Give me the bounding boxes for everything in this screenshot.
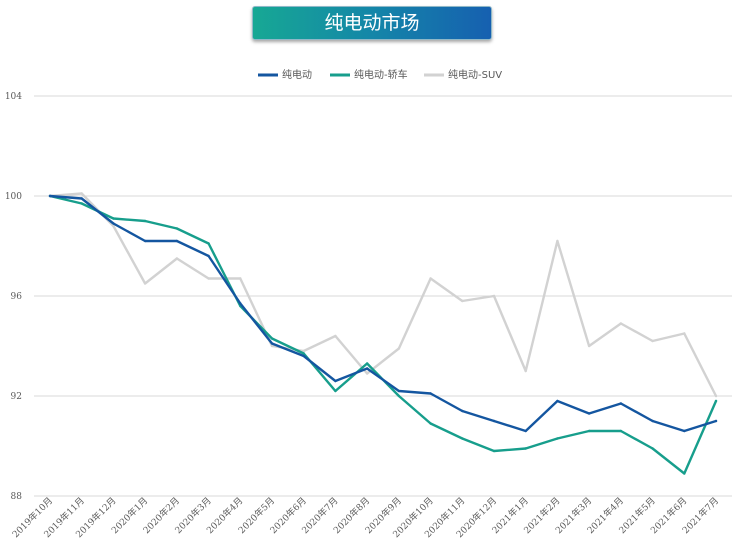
- legend-label: 纯电动: [282, 68, 312, 81]
- y-tick-label: 88: [11, 492, 23, 502]
- series-1-point: [619, 429, 623, 433]
- series-2-point: [651, 339, 654, 343]
- series-0-point: [302, 354, 305, 358]
- series-2-point: [80, 192, 83, 195]
- series-1-point: [302, 352, 305, 355]
- series-0-point: [397, 389, 401, 393]
- series-1-point: [334, 389, 337, 393]
- series-2-point: [714, 394, 718, 398]
- series-0-point: [492, 419, 496, 423]
- series-1-point: [556, 437, 559, 440]
- series-1-point: [207, 242, 210, 245]
- series-lines: [48, 192, 718, 475]
- series-2-point: [365, 372, 369, 375]
- series-0-point: [524, 429, 527, 433]
- series-1-point: [587, 429, 591, 433]
- series-0-point: [48, 194, 52, 198]
- chart-title: 纯电动市场: [252, 6, 492, 40]
- series-0-point: [365, 367, 369, 370]
- series-2-point: [143, 282, 147, 285]
- series-2-point: [524, 369, 527, 373]
- series-0-point: [619, 402, 623, 405]
- series-1-point: [461, 437, 464, 440]
- series-1-point: [429, 422, 432, 425]
- gridlines: [34, 95, 732, 497]
- series-1-point: [397, 394, 401, 398]
- series-line-0: [48, 194, 718, 433]
- series-2-point: [429, 277, 432, 280]
- series-0-point: [587, 412, 591, 415]
- series-1-point: [714, 399, 718, 403]
- series-0-point: [683, 429, 686, 433]
- y-tick-label: 100: [5, 192, 22, 202]
- series-2-point: [556, 239, 559, 243]
- y-tick-label: 92: [11, 392, 22, 402]
- series-1-point: [683, 472, 686, 475]
- series-0-point: [207, 254, 210, 258]
- series-0-point: [112, 222, 115, 225]
- series-2-point: [334, 334, 337, 338]
- series-2-point: [239, 277, 242, 280]
- series-1-point: [651, 447, 654, 450]
- series-2-point: [397, 347, 401, 350]
- legend: 纯电动 纯电动-轿车 纯电动-SUV: [258, 68, 502, 81]
- series-2-point: [112, 224, 115, 228]
- series-2-point: [492, 294, 496, 298]
- series-line-2: [48, 192, 718, 398]
- legend-label: 纯电动-SUV: [448, 68, 502, 81]
- series-0-point: [175, 239, 179, 243]
- series-0-point: [239, 302, 242, 305]
- series-1-point: [524, 447, 527, 450]
- series-1-point: [175, 227, 179, 230]
- series-1-point: [492, 449, 496, 453]
- series-2-point: [461, 299, 464, 303]
- series-2-point: [683, 332, 686, 335]
- series-0-point: [429, 392, 432, 395]
- series-1-point: [270, 337, 274, 340]
- axes: 8892961001042019年10月2019年11月2019年12月2020…: [5, 92, 721, 540]
- series-0-point: [714, 419, 718, 423]
- series-0-point: [334, 379, 337, 383]
- legend-label: 纯电动-轿车: [354, 68, 408, 81]
- series-2-point: [302, 349, 305, 353]
- series-line-1: [48, 194, 718, 475]
- series-0-point: [651, 419, 654, 423]
- series-0-point: [270, 342, 274, 345]
- series-1-point: [365, 362, 369, 365]
- series-0-point: [80, 197, 83, 200]
- series-2-point: [587, 344, 591, 348]
- series-2-point: [175, 257, 179, 260]
- series-1-point: [80, 202, 83, 205]
- series-1-point: [112, 217, 115, 220]
- series-2-point: [270, 344, 274, 348]
- series-0-point: [143, 239, 147, 243]
- series-1-point: [143, 219, 147, 223]
- series-0-point: [461, 409, 464, 413]
- y-tick-label: 96: [11, 292, 23, 302]
- series-0-point: [556, 399, 559, 403]
- series-2-point: [619, 322, 623, 325]
- series-2-point: [207, 277, 210, 280]
- y-tick-label: 104: [5, 92, 22, 102]
